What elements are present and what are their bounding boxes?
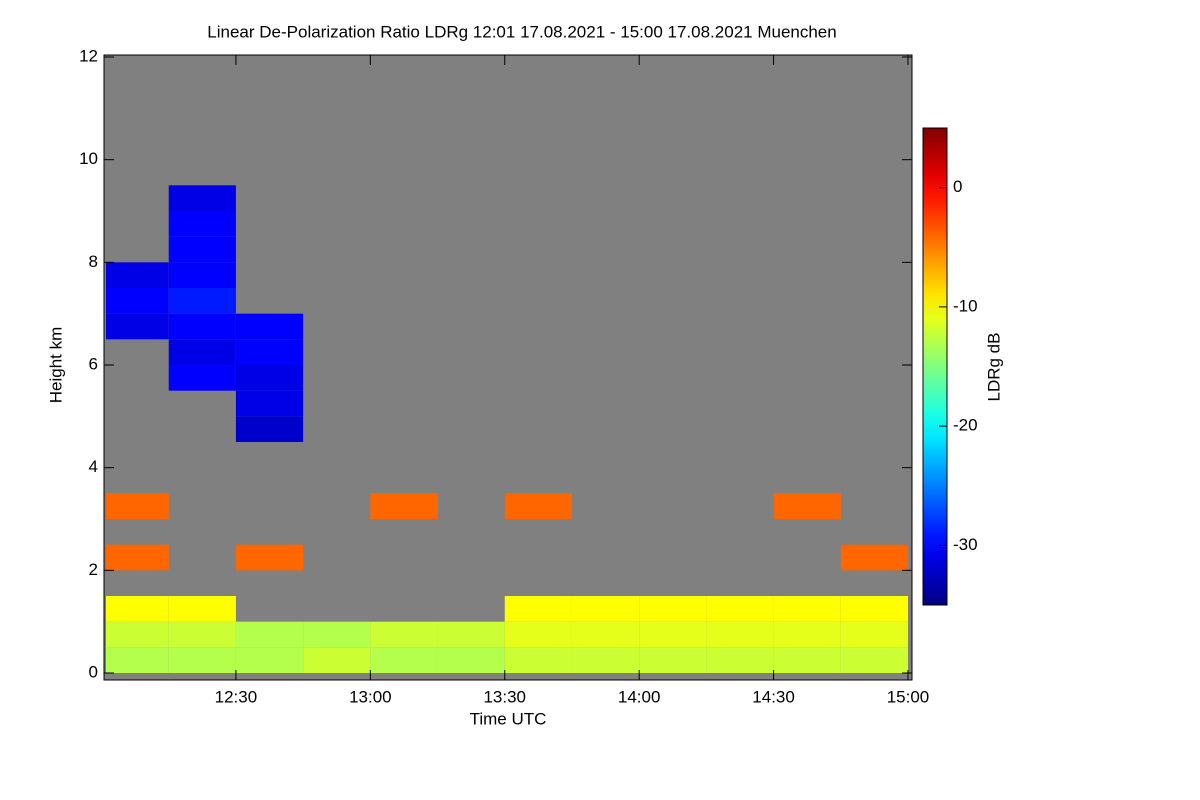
x-tick-label: 12:30 (215, 687, 258, 706)
colorbar-tick-label: -20 (953, 416, 978, 435)
heatmap-cell (168, 236, 236, 263)
heatmap-cell (303, 621, 371, 648)
heatmap-cell (235, 416, 304, 442)
heatmap-cell (168, 262, 236, 288)
heatmap-cell (504, 647, 572, 673)
x-tick-label: 15:00 (887, 687, 930, 706)
heatmap-cell (235, 647, 304, 673)
heatmap-cell (639, 596, 707, 622)
y-tick-label: 4 (89, 457, 98, 476)
heatmap-cell (235, 390, 304, 417)
heatmap-cell (437, 647, 505, 673)
heatmap-cell (639, 647, 707, 673)
heatmap-cell (504, 621, 572, 648)
colorbar-tick-label: 0 (953, 177, 962, 196)
x-tick-label: 13:30 (483, 687, 526, 706)
heatmap-cell (168, 596, 236, 622)
heatmap-cell (106, 647, 169, 673)
heatmap-cell (840, 544, 908, 571)
heatmap-cell (168, 365, 236, 391)
y-axis-label: Height km (46, 327, 65, 404)
heatmap-cell (504, 493, 572, 519)
heatmap-cell (106, 493, 169, 519)
y-tick-label: 10 (79, 149, 98, 168)
heatmap-cell (773, 596, 841, 622)
heatmap-cell (235, 339, 304, 365)
heatmap-cell (168, 211, 236, 237)
y-tick-label: 12 (79, 46, 98, 65)
colorbar (922, 127, 948, 606)
heatmap-cell (235, 365, 304, 391)
y-tick-label: 0 (89, 662, 98, 681)
y-tick-label: 2 (89, 560, 98, 579)
x-tick-label: 14:00 (618, 687, 661, 706)
colorbar-tick-label: -10 (953, 296, 978, 315)
heatmap-cell (106, 596, 169, 622)
x-tick-label: 13:00 (349, 687, 392, 706)
heatmap-cell (106, 313, 169, 340)
plot-frame (103, 54, 913, 681)
heatmap-cell (106, 544, 169, 571)
heatmap-cell (504, 596, 572, 622)
heatmap-cell (773, 621, 841, 648)
heatmap-cell (168, 647, 236, 673)
heatmap-cell (773, 493, 841, 519)
heatmap-cell (706, 621, 774, 648)
heatmap-cell (168, 339, 236, 365)
heatmap-cell (773, 647, 841, 673)
heatmap-cell (571, 621, 640, 648)
heatmap-cell (706, 647, 774, 673)
heatmap-cell (840, 596, 908, 622)
heatmap-cell (639, 621, 707, 648)
heatmap-cell (168, 313, 236, 340)
heatmap-cell (840, 621, 908, 648)
heatmap-cell (571, 596, 640, 622)
y-tick-label: 8 (89, 252, 98, 271)
heatmap-cell (571, 647, 640, 673)
heatmap-cell (706, 596, 774, 622)
heatmap-cell (235, 621, 304, 648)
heatmap-cell (235, 544, 304, 571)
heatmap-cell (235, 313, 304, 340)
heatmap-cell (106, 262, 169, 288)
heatmap-cell (370, 621, 438, 648)
heatmap-cell (370, 493, 438, 519)
heatmap-cell (106, 288, 169, 314)
heatmap-cell (437, 621, 505, 648)
chart-title: Linear De-Polarization Ratio LDRg 12:01 … (207, 22, 836, 41)
heatmap-cell (303, 647, 371, 673)
y-tick-label: 6 (89, 354, 98, 373)
heatmap-cell (168, 185, 236, 211)
colorbar-tick-label: -30 (953, 535, 978, 554)
heatmap-cell (370, 647, 438, 673)
x-tick-label: 14:30 (752, 687, 795, 706)
heatmap-cell (106, 621, 169, 648)
heatmap-cell (168, 288, 236, 314)
x-axis-label: Time UTC (470, 709, 547, 728)
heatmap-cell (168, 621, 236, 648)
heatmap-cell (840, 647, 908, 673)
colorbar-label: LDRg dB (984, 333, 1003, 402)
